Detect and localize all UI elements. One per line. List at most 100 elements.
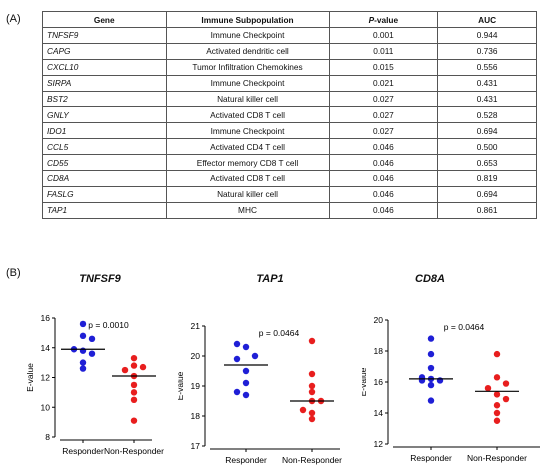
gene-cell: CAPG — [42, 42, 167, 60]
subpopulation-cell: Activated CD4 T cell — [165, 138, 330, 156]
data-point-responder — [242, 343, 250, 351]
scatter-plot-cd8a: 12 14 16 18 20 Responder Non-Responder E-value p… — [362, 315, 540, 463]
p-value-cell: 0.015 — [328, 58, 439, 76]
y-tick-label: 20 — [191, 351, 201, 361]
data-point-responder — [242, 391, 250, 399]
plot-title-tap1: TAP1 — [256, 273, 284, 285]
data-point-responder — [427, 381, 435, 389]
y-tick-label: 18 — [374, 346, 384, 356]
x-tick-label: Responder — [225, 455, 267, 465]
header-p-letter: P — [368, 14, 375, 25]
p-value-cell: 0.001 — [328, 27, 439, 44]
y-tick-label: 20 — [374, 315, 384, 325]
subpopulation-cell: Immune Checkpoint — [165, 122, 330, 140]
data-point-non-responder — [502, 380, 510, 387]
gene-cell: CCL5 — [42, 138, 167, 156]
p-value-cell: 0.027 — [328, 90, 439, 108]
auc-cell: 0.431 — [437, 74, 537, 92]
y-tick-label: 14 — [374, 408, 384, 418]
data-point-non-responder — [130, 354, 138, 362]
data-point-responder — [427, 397, 435, 404]
data-point-non-responder — [308, 337, 316, 345]
y-tick-label: 18 — [191, 411, 201, 421]
p-value-cell: 0.046 — [328, 185, 439, 203]
data-point-responder — [242, 367, 250, 375]
data-point-non-responder — [308, 382, 316, 390]
subpopulation-cell: Effector memory CD8 T cell — [165, 154, 330, 172]
data-point-responder — [79, 365, 87, 372]
x-tick-label: Non-Responder — [282, 455, 342, 465]
subpopulation-cell: Natural killer cell — [165, 90, 330, 108]
p-value-cell: 0.011 — [328, 42, 439, 60]
y-tick-label: 17 — [191, 441, 201, 451]
auc-cell: 0.861 — [437, 201, 537, 219]
p-value-cell: 0.046 — [328, 138, 439, 156]
p-value-cell: 0.027 — [328, 122, 439, 140]
gene-table: Gene Immune Subpopulation P-value AUC TN… — [42, 11, 537, 219]
table-row: TAP1 MHC 0.046 0.861 — [42, 201, 537, 219]
table-row: GNLY Activated CD8 T cell 0.027 0.528 — [42, 106, 537, 124]
table-row: IDO1 Immune Checkpoint 0.027 0.694 — [42, 122, 537, 140]
plot-title-tnfsf9: TNFSF9 — [79, 273, 121, 285]
data-point-non-responder — [493, 417, 501, 424]
data-point-non-responder — [308, 388, 316, 396]
subpopulation-cell: Immune Checkpoint — [165, 27, 330, 44]
table-row: TNFSF9 Immune Checkpoint 0.001 0.944 — [42, 27, 537, 44]
y-tick-label: 14 — [41, 343, 51, 353]
y-tick-label: 19 — [191, 381, 201, 391]
p-value-annotation: p = 0.0464 — [444, 322, 485, 332]
data-point-responder — [418, 377, 426, 384]
y-tick-label: 21 — [191, 321, 201, 331]
x-tick-label: Responder — [62, 446, 104, 456]
y-axis-label: E-value — [25, 363, 35, 392]
header-gene: Gene — [42, 11, 167, 28]
table-row: CD8A Activated CD8 T cell 0.046 0.819 — [42, 170, 537, 187]
p-value-cell: 0.027 — [328, 106, 439, 124]
subpopulation-cell: Natural killer cell — [165, 185, 330, 203]
subpopulation-cell: Activated CD8 T cell — [165, 170, 330, 187]
scatter-plot-tap1: 17 18 19 20 21 Responder Non-Responder E-value p… — [178, 321, 342, 465]
p-value-cell: 0.046 — [328, 170, 439, 187]
auc-cell: 0.500 — [437, 138, 537, 156]
gene-cell: TAP1 — [42, 201, 167, 219]
p-value-cell: 0.046 — [328, 201, 439, 219]
x-tick-label: Responder — [410, 453, 452, 463]
y-tick-label: 16 — [374, 377, 384, 387]
gene-cell: CD8A — [42, 170, 167, 187]
data-point-non-responder — [130, 389, 138, 396]
auc-cell: 0.431 — [437, 90, 537, 108]
data-point-non-responder — [139, 363, 147, 371]
y-axis-label: E-value — [178, 371, 185, 400]
table-header-row: Gene Immune Subpopulation P-value AUC — [42, 11, 537, 28]
y-tick-label: 8 — [45, 432, 50, 442]
auc-cell: 0.694 — [437, 185, 537, 203]
subpopulation-cell: Activated CD8 T cell — [165, 106, 330, 124]
data-point-non-responder — [308, 370, 316, 378]
data-point-non-responder — [308, 409, 316, 417]
auc-cell: 0.736 — [437, 42, 537, 60]
data-point-responder — [251, 352, 259, 360]
gene-cell: CXCL10 — [42, 58, 167, 76]
data-point-non-responder — [130, 362, 138, 369]
table-row: CXCL10 Tumor Infiltration Chemokines 0.015… — [42, 58, 537, 76]
gene-cell: BST2 — [42, 90, 167, 108]
subpopulation-cell: Activated dendritic cell — [165, 42, 330, 60]
auc-cell: 0.556 — [437, 58, 537, 76]
data-point-non-responder — [484, 385, 492, 392]
gene-cell: IDO1 — [42, 122, 167, 140]
data-point-non-responder — [493, 374, 501, 381]
data-point-responder — [427, 335, 435, 342]
table-row: CD55 Effector memory CD8 T cell 0.046 0.653 — [42, 154, 537, 172]
data-point-non-responder — [493, 409, 501, 417]
subpopulation-cell: Tumor Infiltration Chemokines — [165, 58, 330, 76]
p-value-cell: 0.046 — [328, 154, 439, 172]
x-tick-label: Non-Responder — [467, 453, 527, 463]
y-tick-label: 16 — [41, 313, 51, 323]
data-point-responder — [79, 320, 87, 328]
header-auc: AUC — [437, 11, 537, 28]
auc-cell: 0.528 — [437, 106, 537, 124]
y-axis-label: E-value — [362, 367, 368, 396]
plot-title-cd8a: CD8A — [415, 273, 445, 285]
p-value-annotation: p = 0.0464 — [259, 328, 300, 338]
x-tick-label: Non-Responder — [104, 446, 164, 456]
